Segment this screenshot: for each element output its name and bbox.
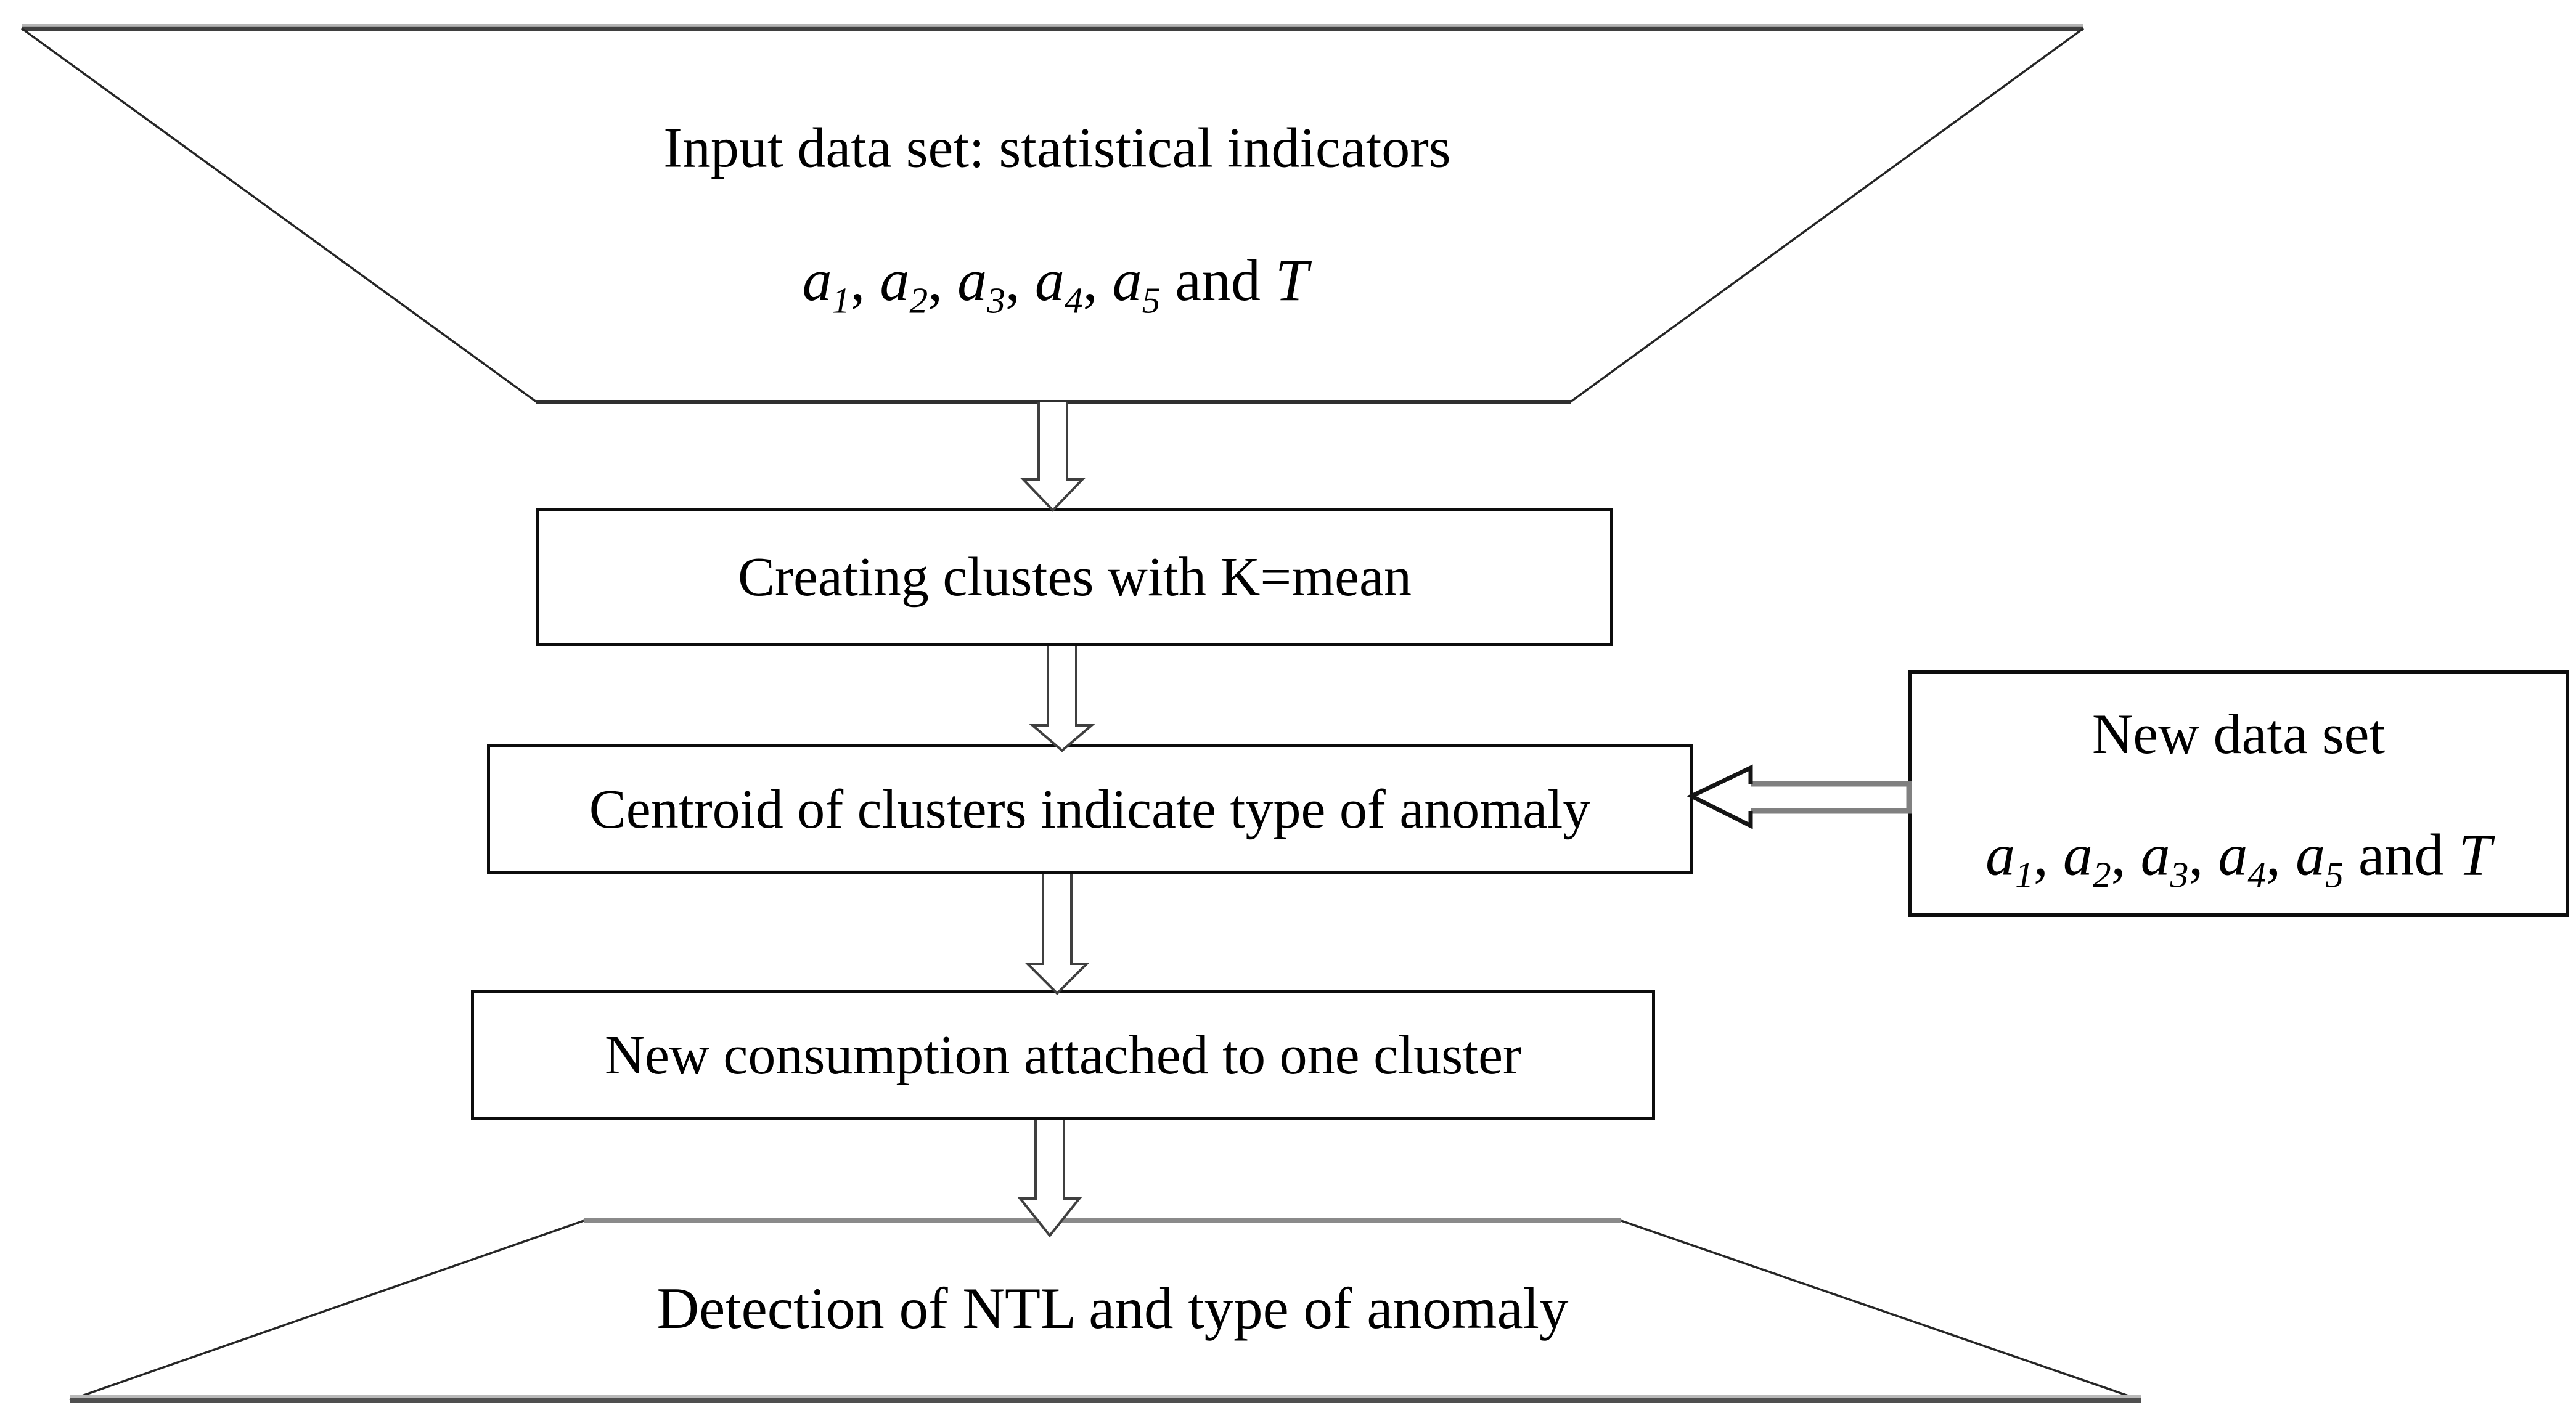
newdata-formula: a1, a2, a3, a4, a5 and T (1985, 821, 2492, 895)
centroid-label: Centroid of clusters indicate type of an… (589, 778, 1591, 840)
attach-box: New consumption attached to one cluster (471, 990, 1655, 1120)
kmeans-box: Creating clustes with K=mean (536, 508, 1613, 646)
newdata-title: New data set (2091, 702, 2386, 765)
kmeans-label: Creating clustes with K=mean (737, 547, 1412, 608)
input-formula: a1, a2, a3, a4, a5 and T (802, 247, 1309, 321)
detect-label: Detection of NTL and type of anomaly (656, 1275, 1569, 1341)
centroid-box: Centroid of clusters indicate type of an… (487, 744, 1693, 874)
attach-label: New consumption attached to one cluster (604, 1024, 1522, 1086)
newdata-box: New data set a1, a2, a3, a4, a5 and T (1908, 670, 2569, 917)
input-title: Input data set: statistical indicators (663, 116, 1451, 179)
